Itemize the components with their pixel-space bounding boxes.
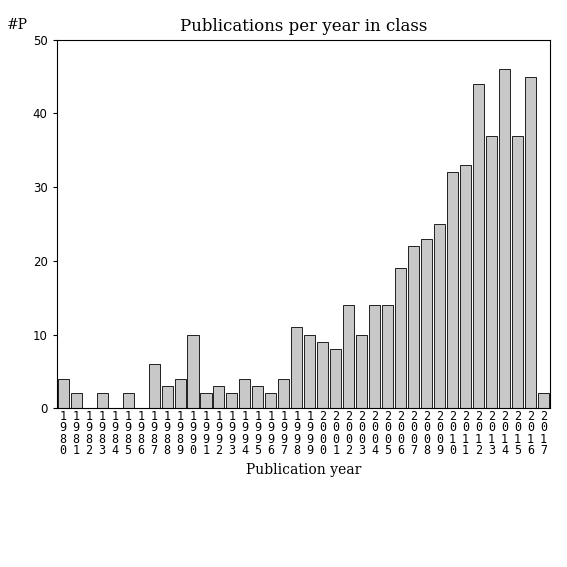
Bar <box>71 393 82 408</box>
Bar <box>162 386 172 408</box>
Bar <box>226 393 238 408</box>
Y-axis label: #P: #P <box>7 18 28 32</box>
Bar <box>304 335 315 408</box>
Bar <box>122 393 134 408</box>
Bar <box>213 386 225 408</box>
Bar <box>318 342 328 408</box>
Bar <box>188 335 198 408</box>
Bar <box>408 246 419 408</box>
Bar <box>486 136 497 408</box>
Bar <box>525 77 536 408</box>
Bar <box>149 364 159 408</box>
Bar <box>343 305 354 408</box>
Bar <box>460 165 471 408</box>
Bar <box>447 172 458 408</box>
Bar <box>421 239 432 408</box>
Bar <box>382 305 393 408</box>
Bar <box>538 393 549 408</box>
Bar <box>356 335 367 408</box>
Bar <box>473 84 484 408</box>
Bar <box>265 393 276 408</box>
Bar <box>499 69 510 408</box>
Bar <box>239 379 251 408</box>
Bar <box>395 268 406 408</box>
Bar <box>96 393 108 408</box>
Bar <box>252 386 264 408</box>
Bar <box>369 305 380 408</box>
Bar <box>58 379 69 408</box>
Bar <box>278 379 289 408</box>
Bar <box>434 224 445 408</box>
Bar <box>291 327 302 408</box>
Bar <box>201 393 211 408</box>
Bar <box>512 136 523 408</box>
Bar <box>331 349 341 408</box>
Bar <box>175 379 185 408</box>
X-axis label: Publication year: Publication year <box>246 463 361 477</box>
Title: Publications per year in class: Publications per year in class <box>180 18 427 35</box>
